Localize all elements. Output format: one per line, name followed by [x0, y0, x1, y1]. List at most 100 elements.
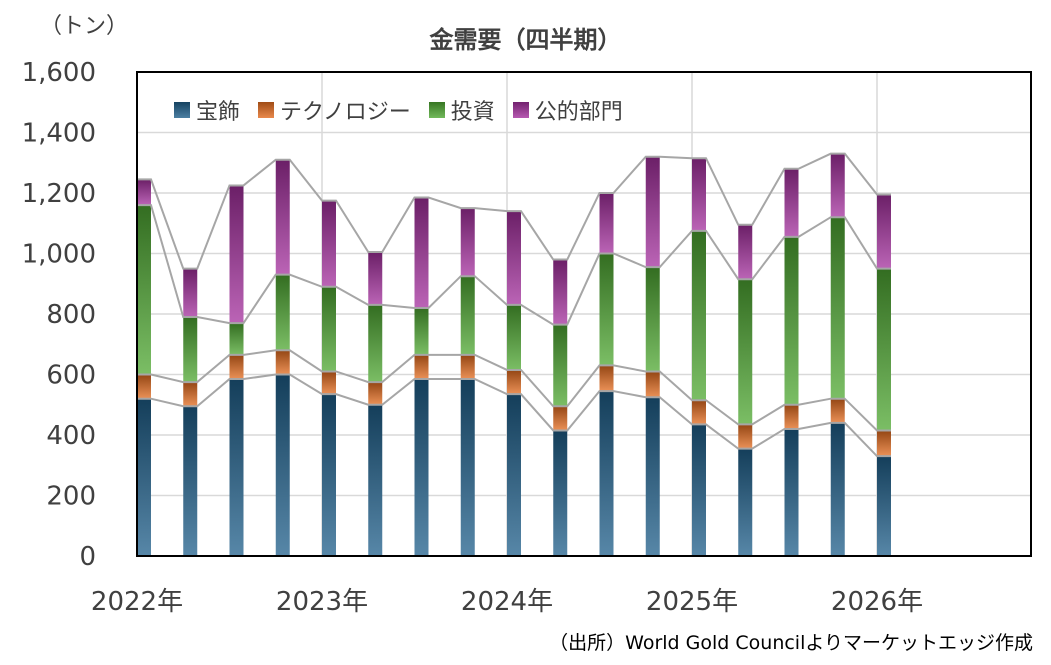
bar-segment [183, 406, 198, 556]
stack-connector-line [137, 152, 891, 270]
bar-segment [553, 324, 568, 407]
bar-segment [229, 323, 244, 355]
bar-segment [368, 404, 383, 556]
bar-segment [830, 217, 845, 399]
bar-segment [229, 379, 244, 556]
bar-segment [738, 224, 753, 280]
bar-segment [322, 286, 336, 372]
legend-item-investment: 投資 [428, 94, 495, 126]
bar-segment [137, 205, 151, 375]
plot-border [136, 71, 1032, 557]
legend-item-official-sector: 公的部門 [512, 94, 623, 126]
bar-segment [507, 394, 521, 556]
bar-segment [414, 197, 429, 308]
bar-segment [460, 379, 475, 556]
bar-segment [507, 211, 521, 305]
legend: 宝飾 テクノロジー 投資 公的部門 [174, 94, 623, 126]
bar-segment [553, 259, 568, 325]
bar-segment [692, 158, 706, 231]
bar-segment [183, 382, 198, 407]
bar-segment [830, 398, 845, 423]
bar-segment [137, 374, 151, 399]
legend-label-investment: 投資 [450, 100, 495, 125]
bar-segment [877, 430, 891, 457]
bar-segment [414, 379, 429, 556]
bar-segment [137, 398, 151, 556]
legend-label-official-sector: 公的部門 [534, 100, 623, 125]
x-tick-label: 2026年 [831, 587, 923, 617]
y-tick-label: 1,600 [22, 58, 96, 88]
y-tick-label: 400 [46, 421, 96, 451]
bar-segment [784, 168, 799, 237]
bar-segment [599, 253, 614, 366]
legend-item-jewelry: 宝飾 [174, 94, 240, 126]
x-tick-label: 2024年 [461, 587, 553, 617]
bar-segment [460, 276, 475, 355]
bar-segment [368, 304, 383, 383]
stack-connector-line [137, 204, 891, 326]
bar-segment [553, 406, 568, 431]
bar-segment [275, 159, 290, 275]
legend-label-jewelry: 宝飾 [196, 100, 241, 125]
legend-item-technology: テクノロジー [258, 94, 411, 126]
stack-connector-line [137, 349, 891, 432]
bar-segment [368, 382, 383, 405]
legend-swatch-technology [258, 102, 275, 118]
bar-segment [877, 456, 891, 556]
bar-segment [738, 279, 753, 425]
bar-segment [275, 350, 290, 375]
bar-segment [460, 354, 475, 380]
bar-segment [368, 251, 383, 305]
bar-segment [599, 365, 614, 392]
bar-segment [553, 430, 568, 556]
x-tick-label: 2023年 [276, 587, 368, 617]
bar-segment [784, 236, 799, 405]
bar-segment [877, 194, 891, 269]
bar-segment [137, 179, 151, 206]
legend-swatch-jewelry [174, 102, 190, 118]
bar-segment [784, 428, 799, 556]
bar-segment [784, 404, 799, 429]
stack-connector-line [137, 373, 891, 458]
bar-segment [645, 397, 660, 556]
y-tick-label: 1,400 [22, 119, 96, 149]
bar-segment [830, 153, 845, 218]
bar-segment [692, 230, 706, 401]
bar-segment [275, 374, 290, 556]
bar-segment [645, 371, 660, 398]
bar-segment [414, 307, 429, 355]
chart-title: 金需要（四半期） [429, 26, 622, 54]
bar-segment [414, 354, 429, 380]
bar-segment [322, 394, 336, 556]
bar-segment [645, 156, 660, 268]
x-tick-label: 2022年 [91, 587, 183, 617]
x-tick-label: 2025年 [646, 587, 738, 617]
bar-segment [229, 185, 244, 324]
legend-label-technology: テクノロジー [280, 100, 411, 125]
bar-segment [599, 193, 614, 254]
bar-segment [183, 317, 198, 383]
unit-label: （トン） [40, 14, 129, 39]
bar-segment [738, 424, 753, 449]
bar-segment [507, 304, 521, 370]
y-tick-label: 600 [46, 361, 96, 391]
y-tick-label: 1,000 [22, 240, 96, 270]
bar-segment [275, 274, 290, 351]
bar-segment [692, 400, 706, 425]
bar-segment [692, 424, 706, 556]
bar-segment [738, 448, 753, 556]
bar-segment [183, 268, 198, 318]
bar-segment [322, 200, 336, 287]
bar-segment [599, 391, 614, 556]
source-note: （出所）World Gold Councilよりマーケットエッジ作成 [549, 632, 1033, 654]
y-tick-label: 200 [46, 482, 96, 512]
legend-swatch-official-sector [512, 102, 529, 118]
bar-segment [830, 422, 845, 556]
legend-swatch-investment [428, 102, 445, 118]
bar-segment [460, 208, 475, 277]
bar-segment [507, 369, 521, 395]
bar-segment [877, 268, 891, 431]
bar-segment [322, 371, 336, 395]
y-tick-label: 800 [46, 300, 96, 330]
